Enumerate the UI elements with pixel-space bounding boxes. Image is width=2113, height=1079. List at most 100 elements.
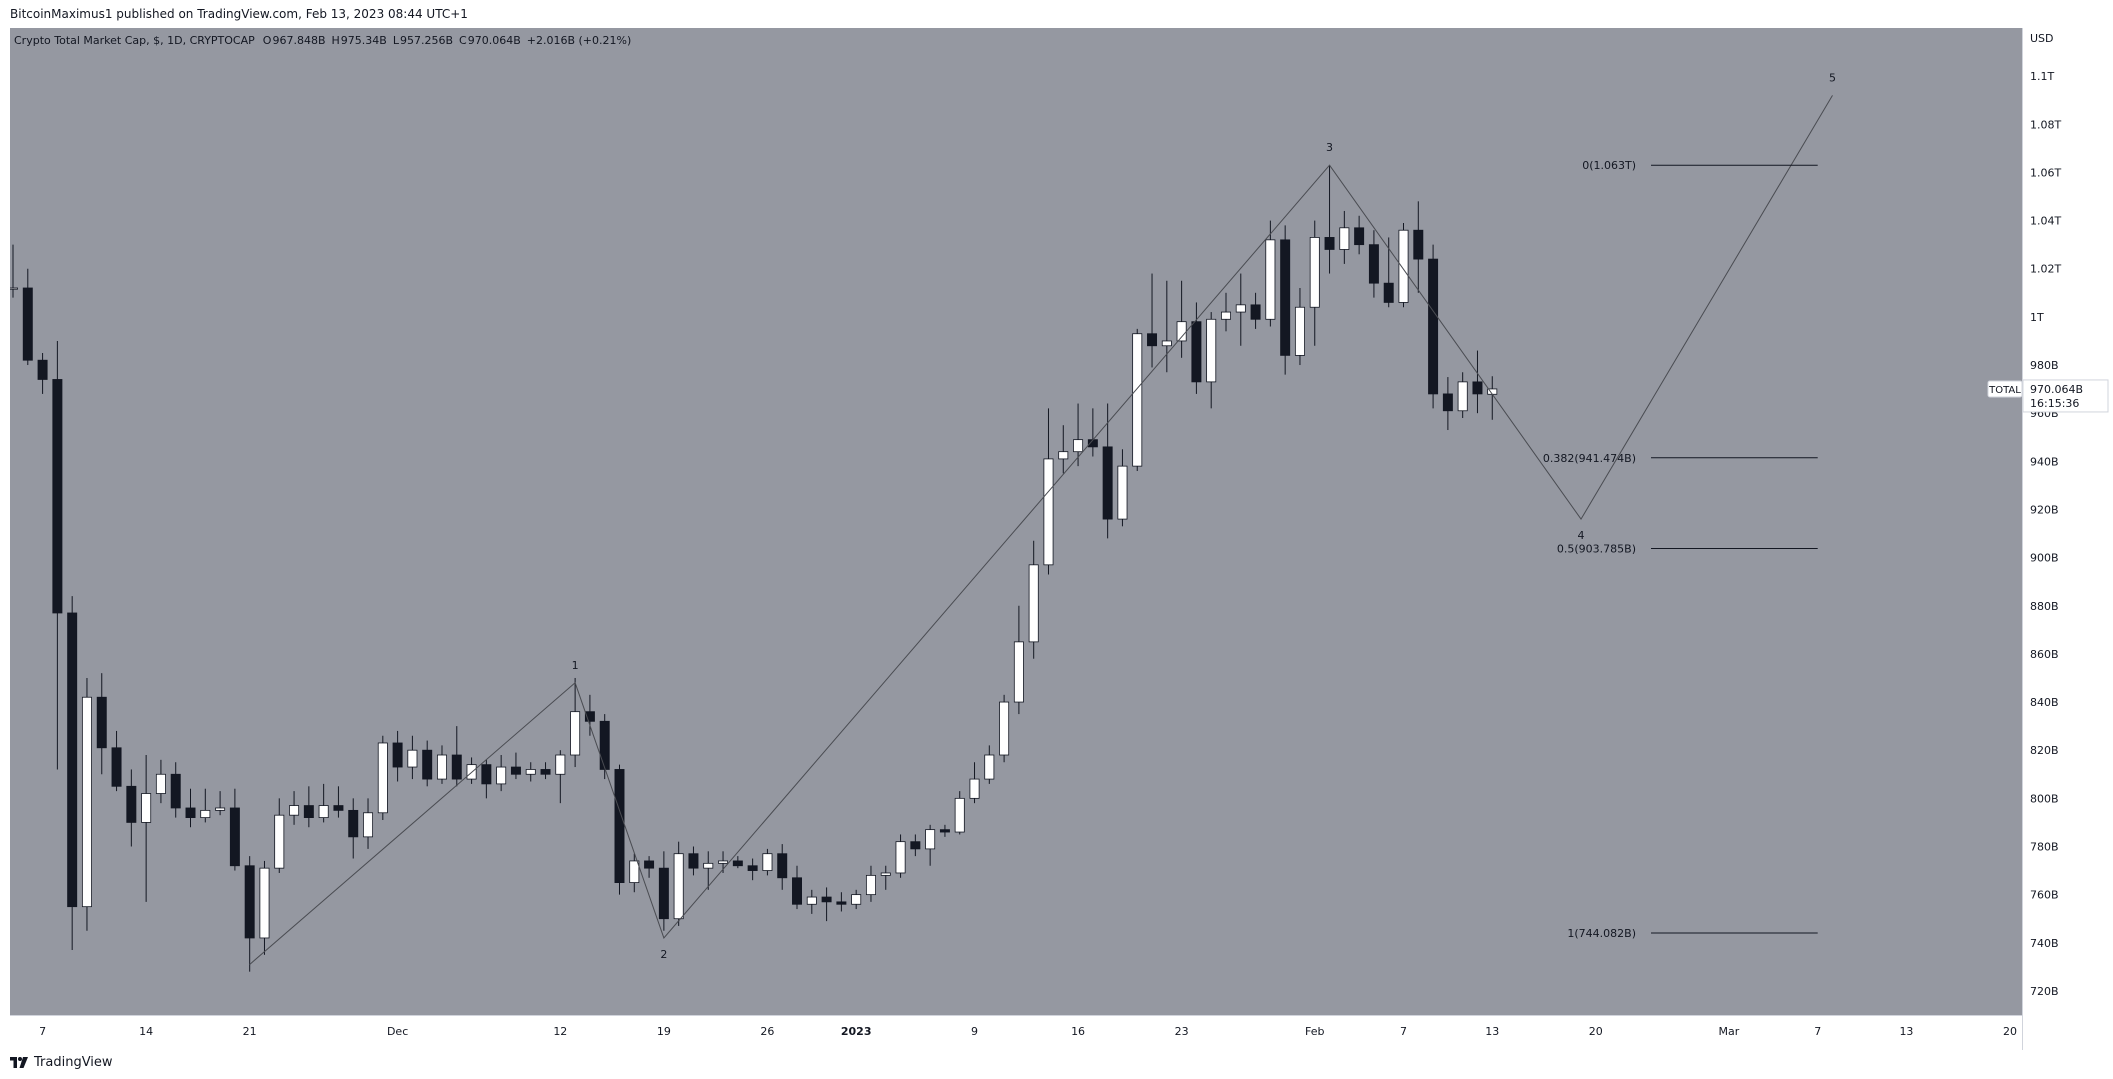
candle[interactable] <box>584 694 595 736</box>
candle[interactable] <box>688 846 699 876</box>
candle[interactable] <box>1073 403 1084 467</box>
candle[interactable] <box>1280 225 1291 375</box>
candle[interactable] <box>525 762 536 782</box>
candle[interactable] <box>1132 328 1143 471</box>
candle[interactable] <box>215 791 226 816</box>
candle[interactable] <box>1161 280 1172 373</box>
candle[interactable] <box>555 750 566 804</box>
candle[interactable] <box>629 853 640 893</box>
candle[interactable] <box>96 673 107 775</box>
candle[interactable] <box>333 786 344 818</box>
candle[interactable] <box>851 889 862 910</box>
candle[interactable] <box>880 865 891 890</box>
candle[interactable] <box>1147 273 1158 368</box>
candle[interactable] <box>126 769 137 847</box>
candle[interactable] <box>1294 287 1305 366</box>
candle[interactable] <box>81 677 92 931</box>
candle[interactable] <box>185 788 196 828</box>
candle[interactable] <box>1235 273 1246 346</box>
candle[interactable] <box>392 730 403 782</box>
candle[interactable] <box>644 856 655 878</box>
candle[interactable] <box>1250 292 1261 329</box>
candle[interactable] <box>821 887 832 922</box>
candle[interactable] <box>303 786 314 828</box>
candle[interactable] <box>614 764 625 895</box>
candle[interactable] <box>436 745 447 784</box>
candlestick-chart[interactable]: 720B 740B 760B 780B 800B 820B 840B 860B 880B 900B… <box>10 28 2110 1050</box>
candle[interactable] <box>1368 230 1379 298</box>
candle[interactable] <box>1102 403 1113 539</box>
ohlc-l-value: 957.256B <box>400 34 453 47</box>
candle[interactable] <box>1265 220 1276 327</box>
candle[interactable] <box>836 892 847 912</box>
candle[interactable] <box>658 851 669 931</box>
candle[interactable] <box>1339 210 1350 264</box>
candle[interactable] <box>67 596 78 951</box>
candle[interactable] <box>377 735 388 821</box>
candle[interactable] <box>806 889 817 914</box>
candle[interactable] <box>1472 350 1483 414</box>
price-tick-label: 740B <box>2030 937 2059 950</box>
candle[interactable] <box>954 791 965 835</box>
candle[interactable] <box>703 851 714 890</box>
candle[interactable] <box>10 244 18 298</box>
candle[interactable] <box>1013 605 1024 715</box>
candle[interactable] <box>229 788 240 871</box>
candle[interactable] <box>999 694 1010 763</box>
candle[interactable] <box>910 834 921 857</box>
candle[interactable] <box>865 865 876 902</box>
candle[interactable] <box>925 824 936 866</box>
candle[interactable] <box>52 340 63 770</box>
candle[interactable] <box>451 726 462 787</box>
candle[interactable] <box>407 735 418 780</box>
candle[interactable] <box>348 798 359 859</box>
candle[interactable] <box>22 268 33 366</box>
candle-body <box>1073 439 1084 453</box>
tradingview-logo[interactable]: TradingView <box>10 1055 113 1070</box>
candle[interactable] <box>1457 372 1468 418</box>
candle[interactable] <box>363 798 374 849</box>
candle[interactable] <box>1309 220 1320 346</box>
candle[interactable] <box>1058 425 1069 474</box>
candle[interactable] <box>1354 215 1365 255</box>
candle[interactable] <box>792 865 802 910</box>
candle[interactable] <box>200 788 211 823</box>
candle[interactable] <box>274 798 285 873</box>
candle[interactable] <box>481 759 492 799</box>
candle[interactable] <box>170 762 181 818</box>
candle[interactable] <box>673 841 684 926</box>
candle[interactable] <box>969 762 980 804</box>
candle[interactable] <box>289 791 300 825</box>
candle[interactable] <box>422 740 433 787</box>
candle[interactable] <box>939 824 950 837</box>
candle[interactable] <box>732 856 743 869</box>
candle[interactable] <box>1413 201 1424 293</box>
candle[interactable] <box>762 848 773 876</box>
candle[interactable] <box>155 759 166 804</box>
candle[interactable] <box>1191 302 1202 394</box>
candle[interactable] <box>496 755 507 792</box>
candle[interactable] <box>1428 244 1439 409</box>
candle[interactable] <box>1324 165 1335 274</box>
candle[interactable] <box>1398 222 1409 308</box>
candle[interactable] <box>111 730 122 792</box>
candle[interactable] <box>1028 540 1039 659</box>
candle[interactable] <box>141 755 152 902</box>
candle[interactable] <box>984 745 995 784</box>
candle[interactable] <box>259 860 270 955</box>
candle[interactable] <box>1206 312 1217 409</box>
candle[interactable] <box>244 856 255 972</box>
candle[interactable] <box>510 752 521 780</box>
candle[interactable] <box>540 762 551 780</box>
candle[interactable] <box>777 844 788 890</box>
candle[interactable] <box>895 834 906 878</box>
chart-container[interactable]: 720B 740B 760B 780B 800B 820B 840B 860B 880B 900B… <box>10 28 2110 1050</box>
candle-body <box>599 720 610 770</box>
candle[interactable] <box>570 677 581 768</box>
candle[interactable] <box>1221 292 1231 332</box>
candle[interactable] <box>1117 449 1128 527</box>
candle[interactable] <box>318 783 329 823</box>
candle[interactable] <box>747 858 758 881</box>
candle[interactable] <box>37 352 48 394</box>
candle[interactable] <box>1442 377 1453 431</box>
